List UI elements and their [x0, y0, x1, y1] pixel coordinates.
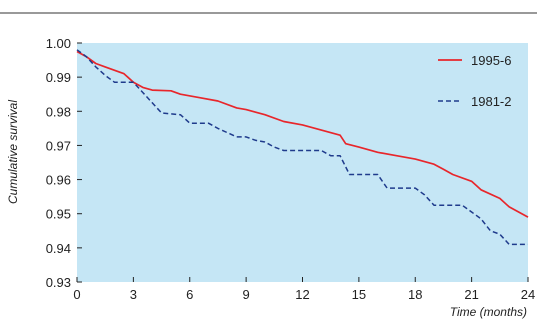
x-tick-label: 9 — [243, 287, 250, 302]
y-tick-label: 1.00 — [46, 36, 71, 51]
axis-ticks: 0.93 0.94 0.95 0.96 0.97 0.98 0.99 1.00 0 3 6 9 12 15… — [46, 36, 536, 302]
x-tick-label: 0 — [73, 287, 80, 302]
y-tick-label: 0.98 — [46, 104, 71, 119]
legend-label: 1981-2 — [471, 94, 511, 109]
x-tick-label: 18 — [408, 287, 422, 302]
x-tick-label: 15 — [352, 287, 366, 302]
legend: 1995-6 1981-2 — [438, 53, 511, 109]
y-tick-label: 0.95 — [46, 207, 71, 222]
series-line-1981-2 — [76, 49, 528, 246]
y-axis-label: Cumulative survival — [6, 100, 20, 204]
plot-area — [77, 43, 528, 282]
y-tick-label: 0.97 — [46, 138, 71, 153]
x-axis-label: Time (months) — [450, 305, 527, 319]
y-tick-label: 0.93 — [46, 275, 71, 290]
x-tick-label: 21 — [464, 287, 478, 302]
y-tick-label: 0.99 — [46, 70, 71, 85]
x-tick-label: 24 — [521, 287, 535, 302]
y-tick-label: 0.94 — [46, 241, 71, 256]
series-line-1995-6 — [76, 50, 529, 218]
x-tick-label: 3 — [130, 287, 137, 302]
x-tick-label: 6 — [186, 287, 193, 302]
x-tick-label: 12 — [295, 287, 309, 302]
legend-label: 1995-6 — [471, 53, 511, 68]
series-lines — [76, 49, 529, 246]
y-tick-label: 0.96 — [46, 173, 71, 188]
